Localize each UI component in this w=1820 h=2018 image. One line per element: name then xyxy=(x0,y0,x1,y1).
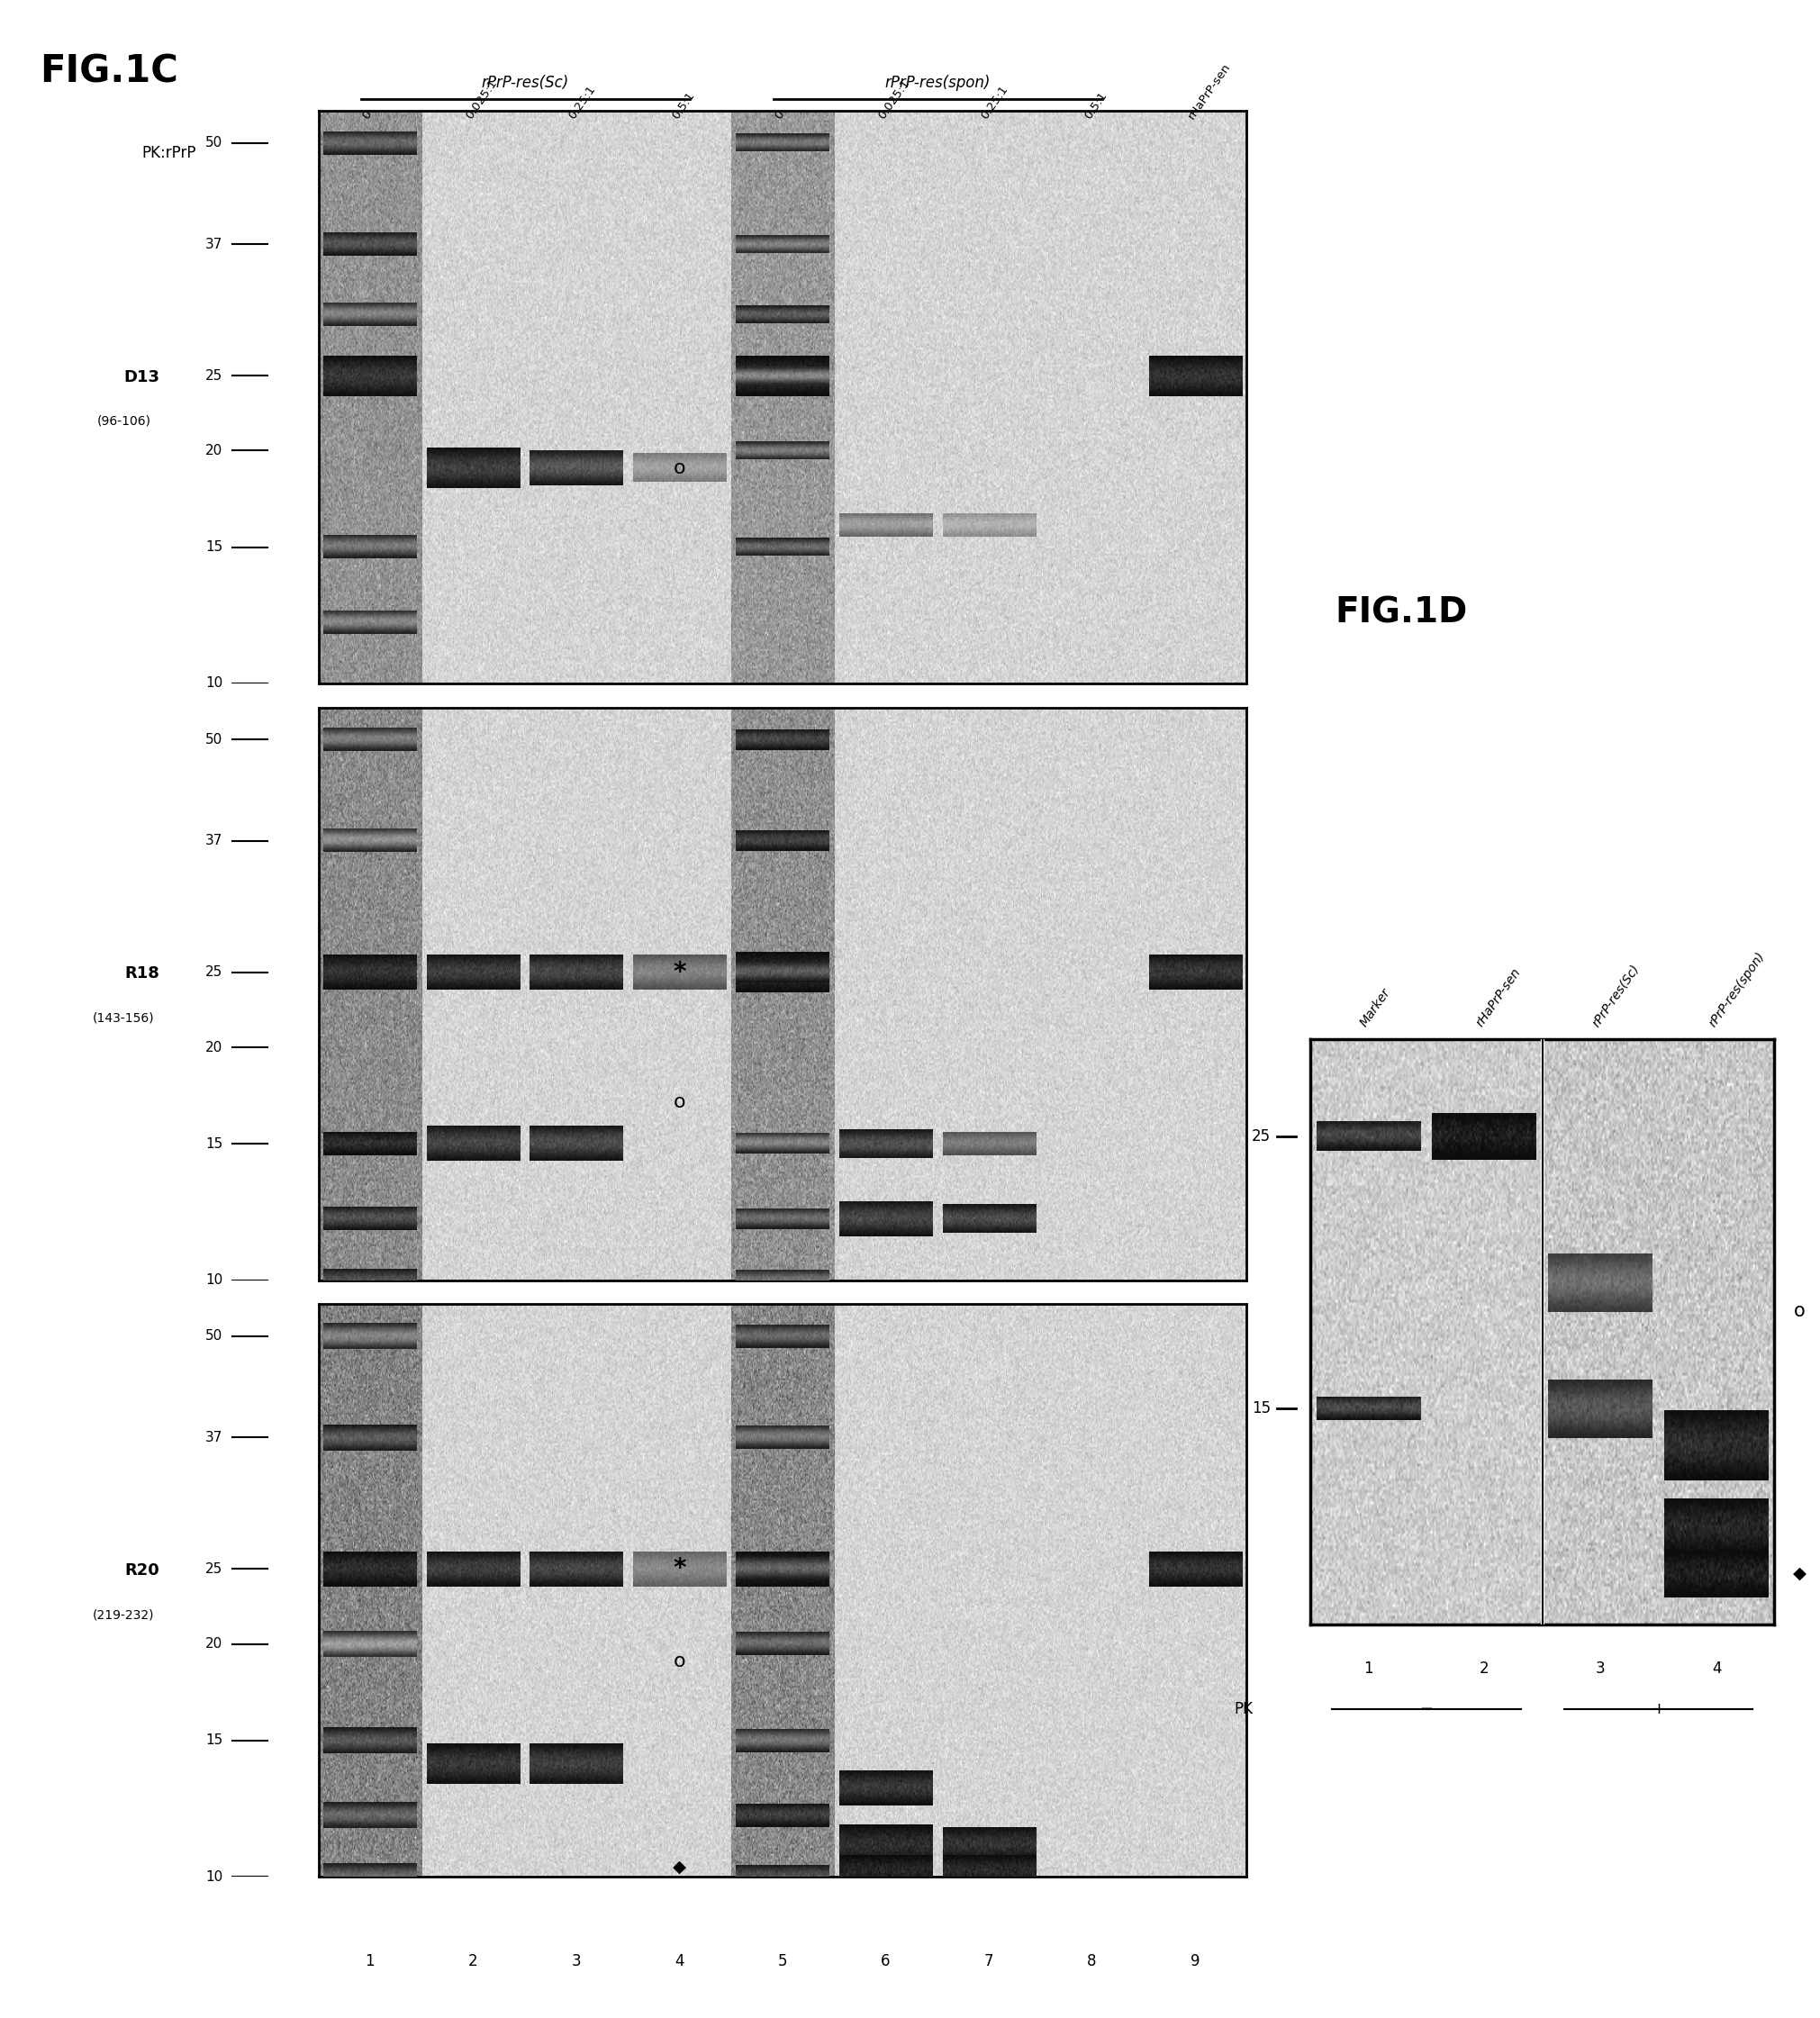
Text: rHaPrP-sen: rHaPrP-sen xyxy=(1185,61,1232,121)
Text: 3: 3 xyxy=(1596,1661,1605,1677)
Text: 0.5:1: 0.5:1 xyxy=(670,89,697,121)
Text: 1: 1 xyxy=(366,1953,375,1970)
Text: 3: 3 xyxy=(571,1953,581,1970)
Text: 0.25:1: 0.25:1 xyxy=(566,83,599,121)
Text: *: * xyxy=(673,961,686,985)
Text: −: − xyxy=(1420,1701,1432,1717)
Text: o: o xyxy=(1795,1302,1805,1320)
Text: (96-106): (96-106) xyxy=(96,416,151,428)
Text: 2: 2 xyxy=(468,1953,479,1970)
Text: rHaPrP-sen: rHaPrP-sen xyxy=(1474,967,1523,1029)
Text: rPrP-res(Sc): rPrP-res(Sc) xyxy=(1591,963,1642,1029)
Text: PK: PK xyxy=(1234,1701,1252,1717)
Text: 50: 50 xyxy=(206,1330,222,1344)
Text: 0.25:1: 0.25:1 xyxy=(979,83,1010,121)
Text: ◆: ◆ xyxy=(673,1859,686,1875)
Text: 10: 10 xyxy=(206,1871,222,1883)
Text: 0: 0 xyxy=(360,109,375,121)
Text: 10: 10 xyxy=(206,1273,222,1287)
Text: 25: 25 xyxy=(206,369,222,383)
Text: 0.025:1: 0.025:1 xyxy=(875,77,912,121)
Text: 4: 4 xyxy=(675,1953,684,1970)
Text: 25: 25 xyxy=(1252,1128,1270,1144)
Text: o: o xyxy=(673,458,686,476)
Text: 20: 20 xyxy=(206,1041,222,1053)
Text: 50: 50 xyxy=(206,137,222,149)
Text: Marker: Marker xyxy=(1358,987,1394,1029)
Text: FIG.1C: FIG.1C xyxy=(40,52,178,91)
Text: 15: 15 xyxy=(206,1138,222,1150)
Text: +: + xyxy=(1653,1701,1665,1717)
Text: FIG.1D: FIG.1D xyxy=(1336,595,1467,630)
Text: 1: 1 xyxy=(1363,1661,1374,1677)
Text: 0.5:1: 0.5:1 xyxy=(1083,89,1110,121)
Text: 4: 4 xyxy=(1713,1661,1722,1677)
Text: R20: R20 xyxy=(124,1562,160,1578)
Text: 10: 10 xyxy=(206,676,222,690)
Text: 37: 37 xyxy=(206,833,222,848)
Text: 9: 9 xyxy=(1190,1953,1199,1970)
Text: 2: 2 xyxy=(1480,1661,1489,1677)
Text: *: * xyxy=(673,1556,686,1582)
Text: rPrP-res(Sc): rPrP-res(Sc) xyxy=(480,75,568,91)
Text: 25: 25 xyxy=(206,1562,222,1576)
Text: 15: 15 xyxy=(206,1733,222,1748)
Text: rPrP-res(spon): rPrP-res(spon) xyxy=(885,75,990,91)
Text: 0: 0 xyxy=(774,109,786,121)
Text: 50: 50 xyxy=(206,733,222,747)
Text: 7: 7 xyxy=(985,1953,994,1970)
Text: ◆: ◆ xyxy=(1793,1566,1805,1582)
Text: (219-232): (219-232) xyxy=(93,1608,155,1620)
Text: 15: 15 xyxy=(1252,1400,1270,1417)
Text: (143-156): (143-156) xyxy=(93,1011,155,1025)
Text: 0.025:1: 0.025:1 xyxy=(464,77,499,121)
Text: 37: 37 xyxy=(206,238,222,250)
Text: 8: 8 xyxy=(1087,1953,1097,1970)
Text: 15: 15 xyxy=(206,541,222,555)
Text: o: o xyxy=(673,1653,686,1671)
Text: PK:rPrP: PK:rPrP xyxy=(142,145,197,161)
Text: D13: D13 xyxy=(124,369,160,385)
Text: R18: R18 xyxy=(124,965,160,983)
Text: 20: 20 xyxy=(206,444,222,458)
Text: 5: 5 xyxy=(777,1953,788,1970)
Text: 6: 6 xyxy=(881,1953,890,1970)
Text: o: o xyxy=(673,1094,686,1112)
Text: 37: 37 xyxy=(206,1431,222,1445)
Text: rPrP-res(spon): rPrP-res(spon) xyxy=(1705,950,1767,1029)
Text: 20: 20 xyxy=(206,1637,222,1651)
Text: 25: 25 xyxy=(206,967,222,979)
